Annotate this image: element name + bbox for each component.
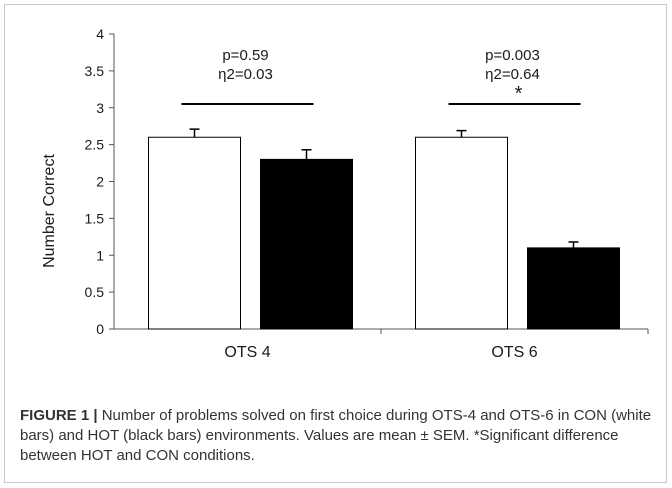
y-axis-label: Number Correct — [41, 154, 58, 268]
y-tick-label: 1.5 — [85, 210, 105, 226]
x-tick-label: OTS 6 — [491, 344, 537, 361]
p-value-label: p=0.003 — [485, 47, 540, 64]
y-tick-label: 1 — [96, 247, 104, 263]
bar — [148, 136, 241, 330]
y-tick-label: 2.5 — [85, 137, 105, 153]
y-tick-label: 2 — [96, 174, 104, 190]
effect-size-label: η2=0.64 — [485, 66, 540, 83]
chart-bars — [148, 128, 620, 330]
bar — [527, 247, 620, 330]
significance-star: * — [515, 83, 523, 105]
y-tick-label: 4 — [96, 26, 104, 42]
caption-text: Number of problems solved on first choic… — [20, 407, 652, 464]
chart-annotations: p=0.59 η2=0.03 p=0.003 η2=0.64* — [181, 47, 581, 105]
x-tick-label: OTS 4 — [224, 344, 270, 361]
y-tick-label: 3.5 — [85, 63, 105, 79]
effect-size-label: η2=0.03 — [218, 66, 273, 83]
p-value-label: p=0.59 — [222, 47, 268, 64]
chart-axes: 0 0.5 1 1.5 2 2.5 3 3.5 4 OTS 4 OTS 6 — [85, 26, 649, 361]
figure-caption: FIGURE 1 | Number of problems solved on … — [20, 406, 660, 466]
figure-frame — [4, 4, 667, 483]
y-tick-label: 0.5 — [85, 284, 105, 300]
figure-label: FIGURE 1 | — [20, 407, 98, 424]
bar-chart: 0 0.5 1 1.5 2 2.5 3 3.5 4 OTS 4 OTS 6 p=0.59 η2=0.0… — [41, 26, 649, 361]
bar — [260, 158, 353, 330]
bar — [415, 136, 508, 330]
y-tick-label: 3 — [96, 100, 104, 116]
y-tick-label: 0 — [96, 321, 104, 337]
